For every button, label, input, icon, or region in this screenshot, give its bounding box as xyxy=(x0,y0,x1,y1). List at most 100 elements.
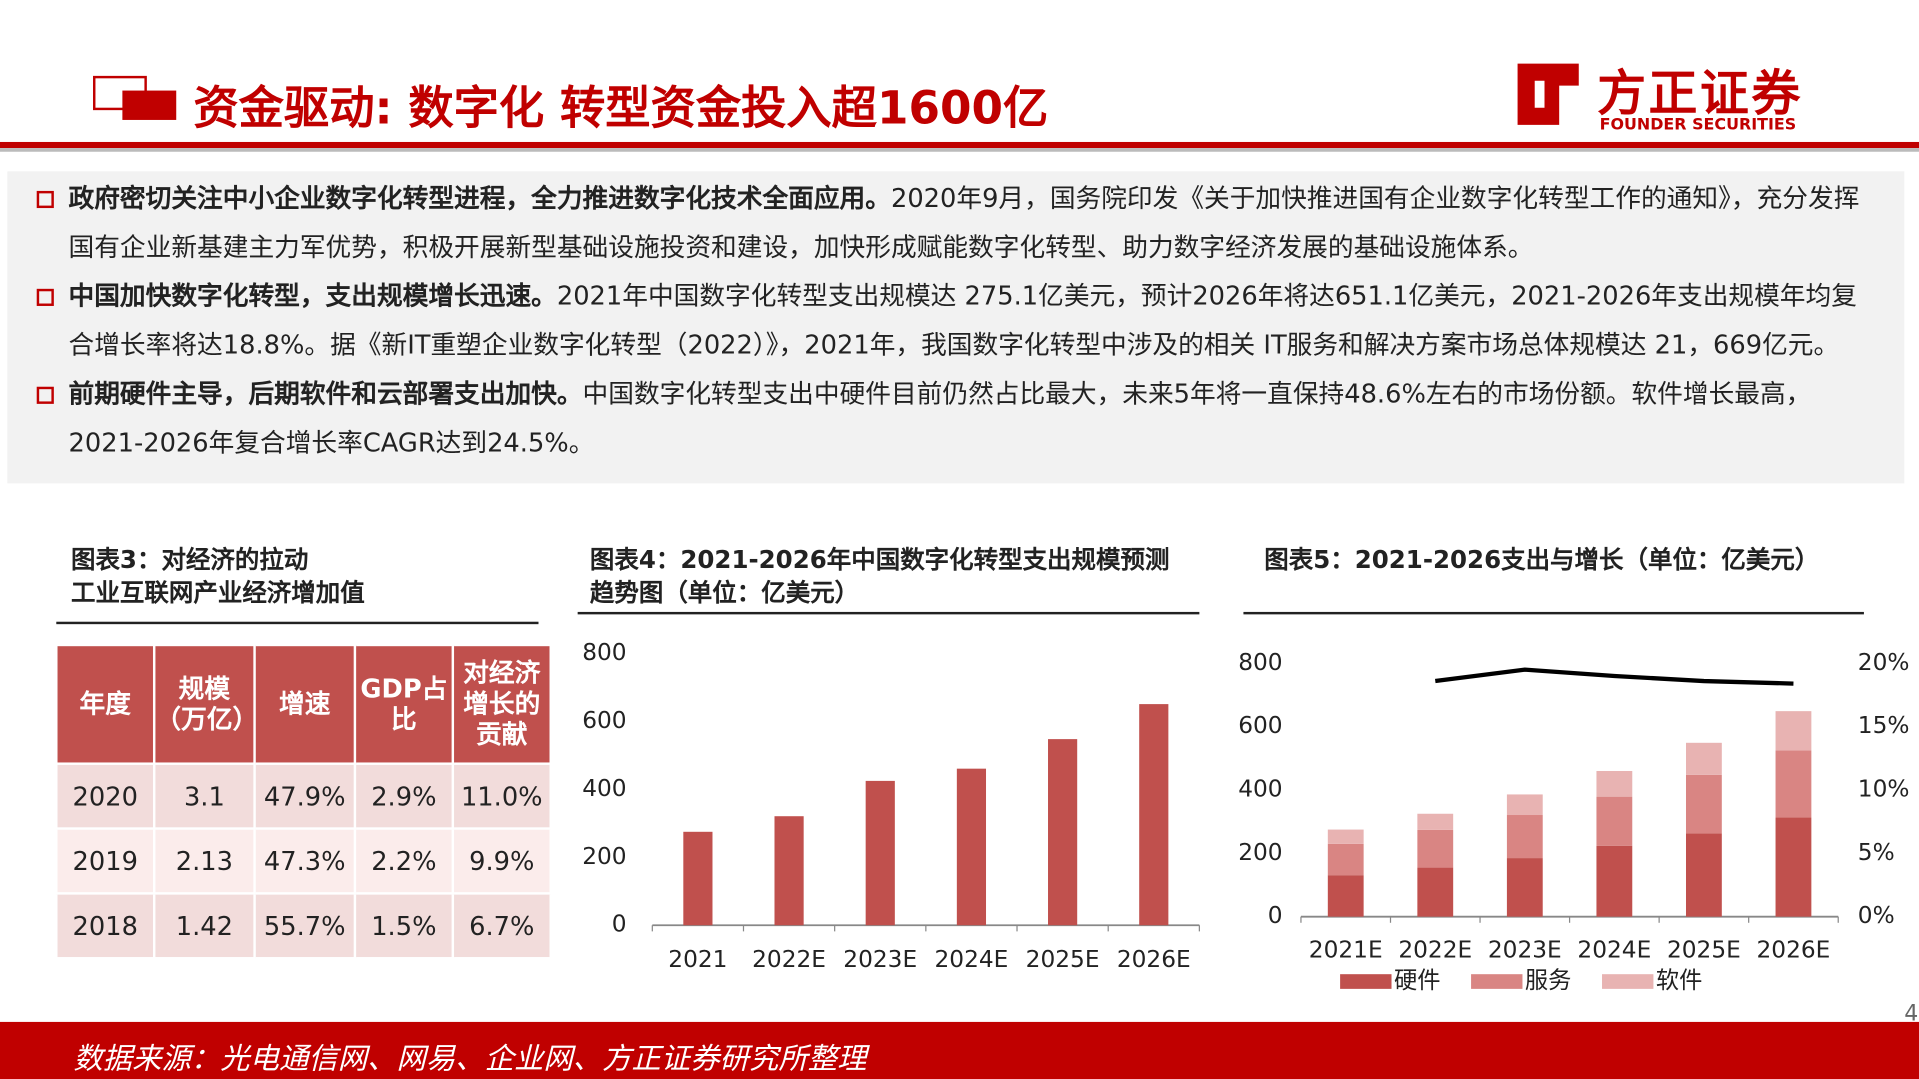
x-tick-label: 2021E xyxy=(1309,936,1383,963)
table-cell: 2020 xyxy=(55,762,156,830)
table-cell: 3.1 xyxy=(152,762,256,830)
y-tick-label: 400 xyxy=(582,775,626,802)
x-tick-label: 2026E xyxy=(1117,946,1191,973)
slide-title: 资金驱动: 数字化 转型资金投入超1600亿 xyxy=(193,81,1049,135)
combo-chart: 0 200 400 600 800 2021E 2022E 2023E 2024E 2025E 20… xyxy=(1238,649,1910,994)
table-cell: 9.9% xyxy=(451,827,552,895)
bar-segment xyxy=(1596,845,1633,917)
bar-segment xyxy=(1506,858,1543,917)
bar xyxy=(1139,704,1169,926)
header-rule xyxy=(0,141,1919,149)
table-cell: 11.0% xyxy=(451,762,552,830)
x-tick-label: 2023E xyxy=(1488,936,1562,963)
footer-band xyxy=(0,1021,1919,1079)
bar-chart: 0 200 400 600 800 2021 2022E 2023E 2024E 2025E 202… xyxy=(582,639,1200,973)
bullet-lead: 中国加快数字化转型，支出规模增长迅速。 xyxy=(68,281,557,311)
x-tick-label: 2025E xyxy=(1667,936,1741,963)
title-rule xyxy=(1243,611,1864,615)
x-tick-label: 2021 xyxy=(668,946,727,973)
x-tick-label: 2023E xyxy=(843,946,917,973)
x-tick-label: 2024E xyxy=(1577,936,1651,963)
bar-segment xyxy=(1327,843,1364,876)
legend-swatch xyxy=(1340,974,1392,989)
table-cell: 55.7% xyxy=(253,892,357,960)
table-cell: 2018 xyxy=(55,892,156,960)
logo-subtext: FOUNDER SECURITIES xyxy=(1599,116,1797,135)
y2-tick-label: 20% xyxy=(1858,649,1910,676)
column-header: 对经济增长的贡献 xyxy=(451,643,552,765)
bar-segment xyxy=(1685,833,1722,917)
y2-tick-label: 0% xyxy=(1858,902,1895,929)
bar-segment xyxy=(1596,796,1633,846)
bullet-text: 中国数字化转型支出中硬件目前仍然占比最大，未来5年将一直保持48.6%左右的市场… xyxy=(68,379,1812,458)
y-tick-label: 200 xyxy=(582,843,626,870)
bullet: 政府密切关注中小企业数字化转型进程，全力推进数字化技术全面应用。2020年9月，… xyxy=(36,174,1880,272)
growth-line xyxy=(1434,667,1794,686)
legend-swatch xyxy=(1602,974,1654,989)
column-header: 规模（万亿） xyxy=(152,643,258,765)
bar-segment xyxy=(1417,813,1454,830)
bar xyxy=(1048,739,1078,926)
column-header: GDP占比 xyxy=(353,643,455,765)
bar xyxy=(865,780,895,926)
bar-segment xyxy=(1327,829,1364,844)
table-title: 图表3：对经济的拉动 工业互联网产业经济增加值 xyxy=(71,543,365,609)
bullet-lead: 前期硬件主导，后期软件和云部署支出加快。 xyxy=(68,379,583,409)
y-tick-label: 200 xyxy=(1238,839,1282,866)
y-tick-label: 400 xyxy=(1238,775,1282,802)
column-header: 增速 xyxy=(253,643,357,765)
y2-tick-label: 10% xyxy=(1858,775,1910,802)
bar-segment xyxy=(1327,875,1364,917)
bullet: 前期硬件主导，后期软件和云部署支出加快。中国数字化转型支出中硬件目前仍然占比最大… xyxy=(36,370,1880,468)
page-number: 4 xyxy=(1904,1001,1919,1027)
header-row: 年度 规模（万亿） 增速 GDP占比 对经济增长的贡献 xyxy=(55,643,552,765)
title-rule xyxy=(56,621,539,625)
y-tick-label: 800 xyxy=(582,639,626,666)
bar-segment xyxy=(1506,815,1543,859)
chart-title: 图表5：2021-2026支出与增长（单位：亿美元） xyxy=(1264,544,1820,574)
table-cell: 47.3% xyxy=(253,827,357,895)
column-header: 年度 xyxy=(55,643,156,765)
x-tick-label: 2026E xyxy=(1757,936,1831,963)
x-tick-label: 2022E xyxy=(1398,936,1472,963)
table-cell: 2.13 xyxy=(152,827,256,895)
table-cell: 1.5% xyxy=(353,892,455,960)
chart-title: 图表4：2021-2026年中国数字化转型支出规模预测趋势图（单位：亿美元） xyxy=(589,544,1170,608)
bar-segment xyxy=(1775,817,1812,917)
y-tick-label: 0 xyxy=(1268,902,1283,929)
bullet-text: 2020年9月，国务院印发《关于加快推进国有企业数字化转型工作的通知》，充分发挥… xyxy=(68,183,1860,262)
data-table: 年度 规模（万亿） 增速 GDP占比 对经济增长的贡献 2020 3.1 47.9% 2.9% 1… xyxy=(55,643,552,960)
table-cell: 6.7% xyxy=(451,892,552,960)
bar-segment xyxy=(1417,829,1454,868)
table-row: 2019 2.13 47.3% 2.2% 9.9% xyxy=(55,827,552,895)
bar-segment xyxy=(1506,794,1543,816)
bar-segment xyxy=(1417,867,1454,917)
title-icon xyxy=(122,90,177,120)
y2-tick-label: 5% xyxy=(1858,839,1895,866)
table-row: 2020 3.1 47.9% 2.9% 11.0% xyxy=(55,762,552,830)
bullet-lead: 政府密切关注中小企业数字化转型进程，全力推进数字化技术全面应用。 xyxy=(68,183,891,213)
legend-swatch xyxy=(1471,974,1523,989)
x-tick-label: 2025E xyxy=(1026,946,1100,973)
bar-segment xyxy=(1596,770,1633,797)
header-rule-shadow xyxy=(0,148,1919,152)
table-cell: 1.42 xyxy=(152,892,256,960)
x-tick-label: 2022E xyxy=(752,946,826,973)
table-cell: 2019 xyxy=(55,827,156,895)
table-cell: 47.9% xyxy=(253,762,357,830)
bullet: 中国加快数字化转型，支出规模增长迅速。2021年中国数字化转型支出规模达 275… xyxy=(36,272,1880,370)
table-cell: 2.9% xyxy=(353,762,455,830)
bullet-text: 2021年中国数字化转型支出规模达 275.1亿美元，预计2026年将达651.… xyxy=(68,281,1857,360)
y-tick-label: 0 xyxy=(612,911,627,938)
y-tick-label: 800 xyxy=(1238,649,1282,676)
source-note: 数据来源：光电通信网、网易、企业网、方正证券研究所整理 xyxy=(73,1041,867,1076)
bar xyxy=(956,768,987,926)
bar-segment xyxy=(1685,774,1722,834)
x-tick-label: 2024E xyxy=(934,946,1008,973)
legend-label: 硬件 xyxy=(1394,967,1441,994)
table-title-line: 工业互联网产业经济增加值 xyxy=(70,577,365,608)
logo-text: 方正证券 xyxy=(1597,66,1803,123)
legend-label: 软件 xyxy=(1656,967,1703,994)
